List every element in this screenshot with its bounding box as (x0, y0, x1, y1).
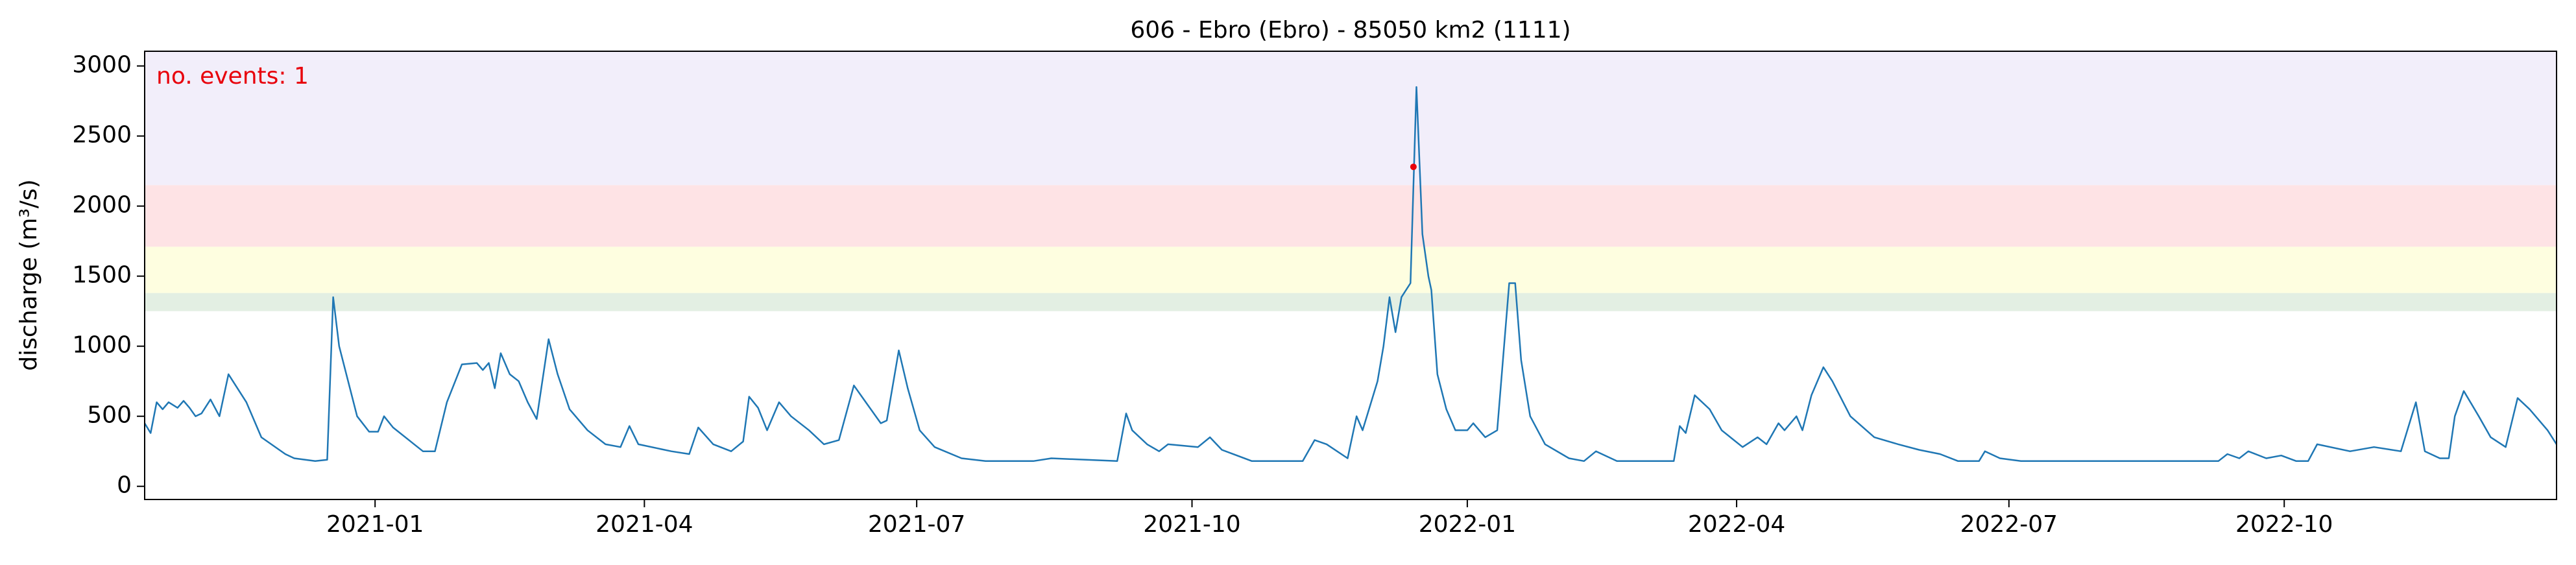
x-tick-label: 2021-04 (596, 511, 693, 538)
y-axis-label: discharge (m³/s) (16, 179, 42, 370)
threshold-band (145, 246, 2557, 293)
x-tick-label: 2022-04 (1688, 511, 1785, 538)
y-tick-label: 3000 (72, 52, 132, 78)
y-tick-label: 1000 (72, 332, 132, 359)
y-tick-label: 2000 (72, 192, 132, 219)
x-tick-label: 2021-07 (868, 511, 965, 538)
x-tick-label: 2021-10 (1143, 511, 1240, 538)
x-tick-label: 2021-01 (326, 511, 424, 538)
y-tick-label: 1500 (72, 262, 132, 289)
x-tick-label: 2022-10 (2235, 511, 2333, 538)
threshold-band (145, 293, 2557, 311)
y-tick-label: 500 (87, 402, 132, 429)
threshold-band (145, 185, 2557, 247)
y-tick-label: 0 (117, 472, 132, 499)
chart-title: 606 - Ebro (Ebro) - 85050 km2 (1111) (1130, 17, 1571, 43)
event-count: no. events: 1 (156, 63, 309, 90)
event-marker (1410, 163, 1417, 171)
plot-frame (144, 51, 2557, 500)
x-tick-label: 2022-01 (1419, 511, 1516, 538)
x-tick-label: 2022-07 (1960, 511, 2058, 538)
threshold-band (145, 51, 2557, 186)
discharge-line (143, 86, 2558, 463)
y-tick-label: 2500 (72, 122, 132, 149)
